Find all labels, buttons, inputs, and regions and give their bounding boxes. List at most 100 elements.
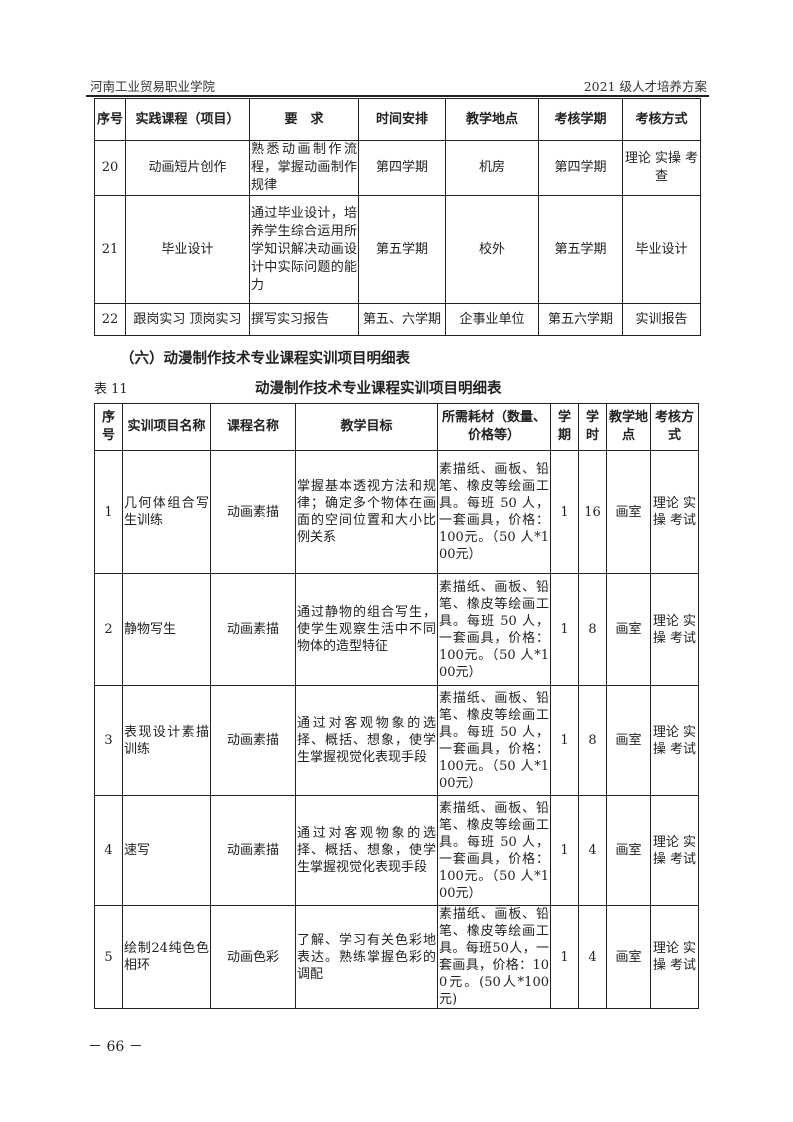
table-row: 2 静物写生 动画素描 通过静物的组合写生，使学生观察生活中不同物体的造型特征 素描纸、… xyxy=(94,573,699,686)
table-cell: 素描纸、画板、铅笔、橡皮等绘画工具。每班 50 人，一套画具，价格：100元。（… xyxy=(437,450,551,574)
table-row: 5 绘制24纯色色相环 动画色彩 了解、学习有关色彩地表达。熟练掌握色彩的调配 素描纸、… xyxy=(94,905,699,1009)
column-header: 考核方式 xyxy=(622,98,701,141)
table-cell: 熟悉动画制作流程，掌握动画制作规律 xyxy=(249,140,359,196)
column-header: 教学地点 xyxy=(606,403,651,451)
table-cell: 1 xyxy=(550,795,579,906)
table-cell: 理论 实操 考试 xyxy=(650,573,699,686)
table-cell: 21 xyxy=(94,195,126,304)
column-header: 教学地点 xyxy=(445,98,539,141)
practice-course-table: 序号 实践课程（项目）要 求时间安排 教学地点 考核学期 考核方式 20 动画短片创作 熟悉动… xyxy=(94,98,701,336)
header-institution: 河南工业贸易职业学院 xyxy=(90,79,216,94)
table-caption: 表 11 xyxy=(94,382,128,397)
table-row: 21 毕业设计 通过毕业设计，培养学生综合运用所学知识解决动画设计中实际问题的能力第… xyxy=(94,195,701,304)
table-cell: 通过静物的组合写生，使学生观察生活中不同物体的造型特征 xyxy=(295,573,438,686)
table-cell: 1 xyxy=(550,573,579,686)
column-header: 所需耗材（数量、价格等） xyxy=(437,403,551,451)
table-cell: 2 xyxy=(94,573,123,686)
table-cell: 了解、学习有关色彩地表达。熟练掌握色彩的调配 xyxy=(295,905,438,1009)
table-cell: 画室 xyxy=(606,685,651,796)
column-header: 考核方式 xyxy=(650,403,699,451)
table-cell: 企事业单位 xyxy=(445,303,539,336)
table-cell: 毕业设计 xyxy=(622,195,701,304)
table-cell: 画室 xyxy=(606,905,651,1009)
table-cell: 第五六学期 xyxy=(538,303,623,336)
table-cell: 掌握基本透视方法和规律；确定多个物体在画面的空间位置和大小比例关系 xyxy=(295,450,438,574)
table-cell: 校外 xyxy=(445,195,539,304)
table-cell: 第五学期 xyxy=(538,195,623,304)
table-cell: 4 xyxy=(94,795,123,906)
column-header: 学期 xyxy=(550,403,579,451)
table-cell: 1 xyxy=(94,450,123,574)
table-row: 1 几何体组合写生训练 动画素描 掌握基本透视方法和规律；确定多个物体在画面的空间位置… xyxy=(94,450,699,574)
table-cell: 跟岗实习 顶岗实习 xyxy=(125,303,250,336)
column-header: 实践课程（项目） xyxy=(125,98,250,141)
table-cell: 第四学期 xyxy=(358,140,446,196)
column-header: 要 求 xyxy=(249,98,359,141)
table-cell: 动画素描 xyxy=(210,573,296,686)
table-cell: 素描纸、画板、铅笔、橡皮等绘画工具。每班 50 人，一套画具，价格：100元。（… xyxy=(437,795,551,906)
table-cell: 第四学期 xyxy=(538,140,623,196)
table-cell: 动画素描 xyxy=(210,450,296,574)
table-cell: 动画短片创作 xyxy=(125,140,250,196)
column-header: 课程名称 xyxy=(210,403,296,451)
header-divider xyxy=(86,95,709,97)
table-cell: 动画色彩 xyxy=(210,905,296,1009)
table-cell: 第五、六学期 xyxy=(358,303,446,336)
training-project-table: 序号 实训项目名称 课程名称 教学目标 所需耗材（数量、价格等） 学期 学时 教学地点 考核方式… xyxy=(94,403,699,1009)
table-cell: 理论 实操 考试 xyxy=(650,905,699,1009)
column-header: 教学目标 xyxy=(295,403,438,451)
table-cell: 素描纸、画板、铅笔、橡皮等绘画工具。每班 50 人，一套画具，价格：100元。（… xyxy=(437,573,551,686)
header-plan-title: 2021 级人才培养方案 xyxy=(583,79,707,94)
table-cell: 毕业设计 xyxy=(125,195,250,304)
table-cell: 速写 xyxy=(122,795,211,906)
table-cell: 几何体组合写生训练 xyxy=(122,450,211,574)
table-cell: 22 xyxy=(94,303,126,336)
table-cell: 1 xyxy=(550,685,579,796)
table-cell: 4 xyxy=(578,795,607,906)
table-cell: 8 xyxy=(578,573,607,686)
table-cell: 表现设计素描训练 xyxy=(122,685,211,796)
table-cell: 画室 xyxy=(606,573,651,686)
table-cell: 1 xyxy=(550,905,579,1009)
column-header: 实训项目名称 xyxy=(122,403,211,451)
table-cell: 绘制24纯色色相环 xyxy=(122,905,211,1009)
table-cell: 画室 xyxy=(606,795,651,906)
column-header: 考核学期 xyxy=(538,98,623,141)
table-cell: 动画素描 xyxy=(210,795,296,906)
table-cell: 16 xyxy=(578,450,607,574)
table-row: 3 表现设计素描训练 动画素描 通过对客观物象的选择、概括、想象，使学生掌握视觉化表现… xyxy=(94,685,699,796)
table-cell: 撰写实习报告 xyxy=(249,303,359,336)
table-cell: 通过对客观物象的选择、概括、想象，使学生掌握视觉化表现手段 xyxy=(295,685,438,796)
table-title: 动漫制作技术专业课程实训项目明细表 xyxy=(255,381,502,397)
table-cell: 20 xyxy=(94,140,126,196)
section-title: （六）动漫制作技术专业课程实训项目明细表 xyxy=(120,351,410,367)
table-cell: 画室 xyxy=(606,450,651,574)
page-number: － 66 － xyxy=(88,1039,143,1055)
table-cell: 素描纸、画板、铅笔、橡皮等绘画工具。每班 50 人，一套画具，价格：100元。（… xyxy=(437,685,551,796)
column-header: 时间安排 xyxy=(358,98,446,141)
column-header: 学时 xyxy=(578,403,607,451)
table-cell: 3 xyxy=(94,685,123,796)
table-cell: 4 xyxy=(578,905,607,1009)
table-cell: 理论 实操 考试 xyxy=(650,795,699,906)
table-row: 4 速写 动画素描 通过对客观物象的选择、概括、想象，使学生掌握视觉化表现手段 素描纸、… xyxy=(94,795,699,906)
table-cell: 理论 实操 考试 xyxy=(650,685,699,796)
table-row: 20 动画短片创作 熟悉动画制作流程，掌握动画制作规律 第四学期 机房 第四学期 理论 实操… xyxy=(94,140,701,196)
column-header: 序号 xyxy=(94,98,126,141)
table-cell: 5 xyxy=(94,905,123,1009)
table-cell: 通过毕业设计，培养学生综合运用所学知识解决动画设计中实际问题的能力 xyxy=(249,195,359,304)
table-cell: 实训报告 xyxy=(622,303,701,336)
table-cell: 通过对客观物象的选择、概括、想象，使学生掌握视觉化表现手段 xyxy=(295,795,438,906)
table-cell: 静物写生 xyxy=(122,573,211,686)
table-cell: 理论 实操 考试 xyxy=(650,450,699,574)
table-cell: 机房 xyxy=(445,140,539,196)
table-cell: 理论 实操 考查 xyxy=(622,140,701,196)
table-cell: 8 xyxy=(578,685,607,796)
table-cell: 第五学期 xyxy=(358,195,446,304)
table-cell: 动画素描 xyxy=(210,685,296,796)
table-row: 22 跟岗实习 顶岗实习 撰写实习报告 第五、六学期 企事业单位 第五六学期 实训报告 xyxy=(94,303,701,336)
table-cell: 1 xyxy=(550,450,579,574)
column-header: 序号 xyxy=(94,403,123,451)
table-cell: 素描纸、画板、铅笔、橡皮等绘画工具。每班50人，一套画具，价格：100元。(50… xyxy=(437,905,551,1009)
